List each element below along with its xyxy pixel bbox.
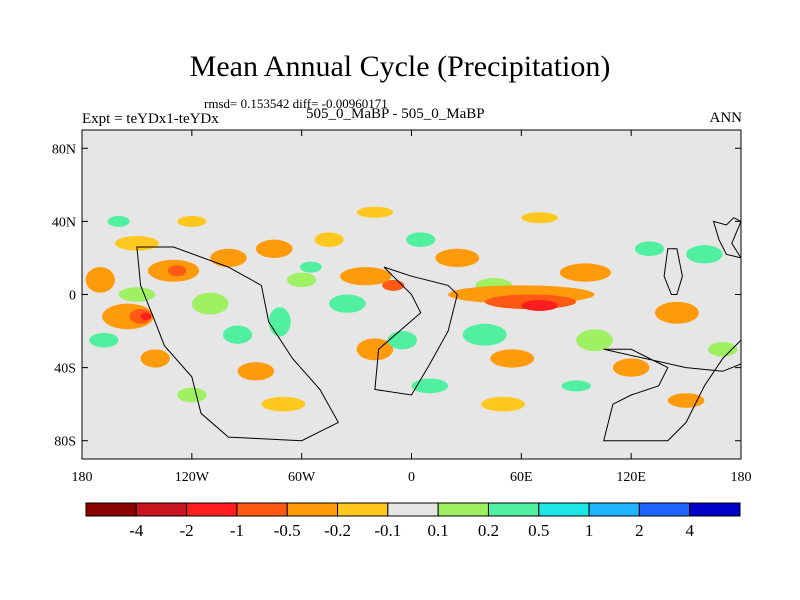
colorbar: -4 -2 -1 -0.5 -0.2 -0.1 0.1 0.2 0.5 1 2 4	[85, 502, 741, 540]
colorbar-swatch	[588, 502, 640, 517]
x-tick-label: 180	[731, 470, 752, 485]
precip-patch-16	[237, 362, 275, 381]
precip-patch-11	[191, 292, 229, 315]
x-tick-label: 120W	[175, 470, 210, 485]
precip-patch-6	[129, 309, 152, 324]
precip-patch-39	[521, 212, 558, 224]
coastlines	[136, 217, 741, 442]
precip-patch-33	[612, 358, 650, 377]
precip-patch-48	[561, 380, 591, 392]
colorbar-swatch	[538, 502, 590, 517]
x-tick-label: 60E	[510, 470, 533, 485]
precip-patch-0	[85, 267, 115, 293]
colorbar-swatch	[236, 502, 288, 517]
precip-patch-8	[89, 332, 119, 348]
continent-americas	[136, 246, 339, 442]
precip-patch-21	[329, 294, 366, 313]
precip-patch-22	[356, 338, 394, 361]
precip-patch-24	[435, 248, 480, 268]
colorbar-swatch	[387, 502, 439, 517]
precip-patch-20	[382, 279, 405, 291]
x-tick-label: 180	[72, 470, 93, 485]
precip-patch-38	[356, 206, 394, 218]
precip-patch-45	[634, 241, 665, 257]
precip-patch-15	[268, 307, 291, 337]
expt-label: Expt = teYDx1-teYDx	[82, 111, 219, 127]
precip-patch-44	[299, 261, 322, 273]
precip-patch-31	[490, 349, 535, 368]
precip-patch-43	[411, 378, 449, 394]
precip-patch-9	[140, 349, 170, 368]
case-label: 505_0_MaBP - 505_0_MaBP	[306, 106, 485, 122]
precip-patch-12	[222, 325, 253, 344]
precipitation-patches	[85, 206, 738, 412]
precip-patch-18	[314, 232, 344, 247]
colorbar-label: -4	[129, 521, 144, 540]
colorbar-swatch	[286, 502, 339, 517]
continent-ne	[712, 217, 741, 259]
precip-patch-29	[559, 263, 612, 282]
continent-australia	[603, 339, 741, 442]
precip-patch-30	[462, 323, 507, 346]
colorbar-swatch	[638, 502, 691, 517]
colorbar-label: 1	[585, 521, 594, 540]
colorbar-swatch	[135, 502, 188, 517]
y-tick-label: 80S	[54, 435, 76, 450]
colorbar-label: 0.5	[528, 521, 549, 540]
colorbar-label: 2	[635, 521, 644, 540]
precip-patch-17	[261, 396, 306, 412]
precip-patch-23	[387, 331, 417, 350]
y-tick-label: 0	[69, 289, 76, 304]
precip-patch-42	[177, 387, 207, 403]
colorbar-label: -0.5	[274, 521, 301, 540]
colorbar-label: -1	[230, 521, 244, 540]
precip-patch-13	[255, 239, 293, 258]
continent-africa	[374, 266, 458, 396]
colorbar-label: -0.2	[324, 521, 351, 540]
precip-patch-10	[210, 248, 247, 268]
colorbar-label: -0.1	[374, 521, 401, 540]
colorbar-label: 0.2	[478, 521, 499, 540]
colorbar-swatch	[186, 502, 238, 517]
colorbar-label: -2	[180, 521, 194, 540]
precip-patch-40	[481, 396, 525, 412]
precip-patch-32	[576, 329, 613, 352]
precip-patch-46	[406, 232, 436, 247]
y-tick-label: 40S	[54, 362, 76, 377]
colorbar-label: 0.1	[428, 521, 449, 540]
precip-patch-47	[107, 215, 130, 227]
precip-patch-36	[708, 342, 738, 357]
season-label: ANN	[709, 110, 743, 126]
precip-patch-35	[686, 245, 723, 264]
precip-patch-4	[118, 287, 156, 302]
precip-patch-14	[287, 272, 317, 288]
colorbar-swatch	[437, 502, 489, 517]
precip-patch-28	[521, 299, 558, 311]
x-tick-label: 120E	[616, 470, 646, 485]
colorbar-swatch	[487, 502, 540, 517]
x-axis: 180 120W 60W 0 60E 120E 180	[72, 130, 752, 485]
y-tick-label: 80N	[52, 142, 76, 157]
stats-line: rmsd= 0.153542 diff= -0.00960171	[204, 96, 388, 111]
precip-patch-34	[654, 301, 699, 324]
y-axis: 80N 40N 0 40S 80S	[52, 142, 741, 450]
precip-patch-37	[177, 215, 207, 227]
colorbar-swatch	[337, 502, 389, 517]
precip-patch-3	[168, 265, 187, 277]
precip-patch-41	[667, 393, 705, 408]
precip-patch-19	[340, 267, 392, 286]
colorbar-swatch	[689, 502, 741, 517]
x-tick-label: 0	[408, 470, 415, 485]
chart-title: Mean Annual Cycle (Precipitation)	[189, 50, 611, 83]
plot-area	[81, 129, 742, 460]
colorbar-swatch	[85, 502, 137, 517]
x-tick-label: 60W	[288, 470, 316, 485]
colorbar-label: 4	[685, 521, 694, 540]
precip-patch-7	[140, 312, 152, 321]
y-tick-label: 40N	[52, 215, 76, 230]
continent-pacific-strip	[663, 248, 683, 295]
